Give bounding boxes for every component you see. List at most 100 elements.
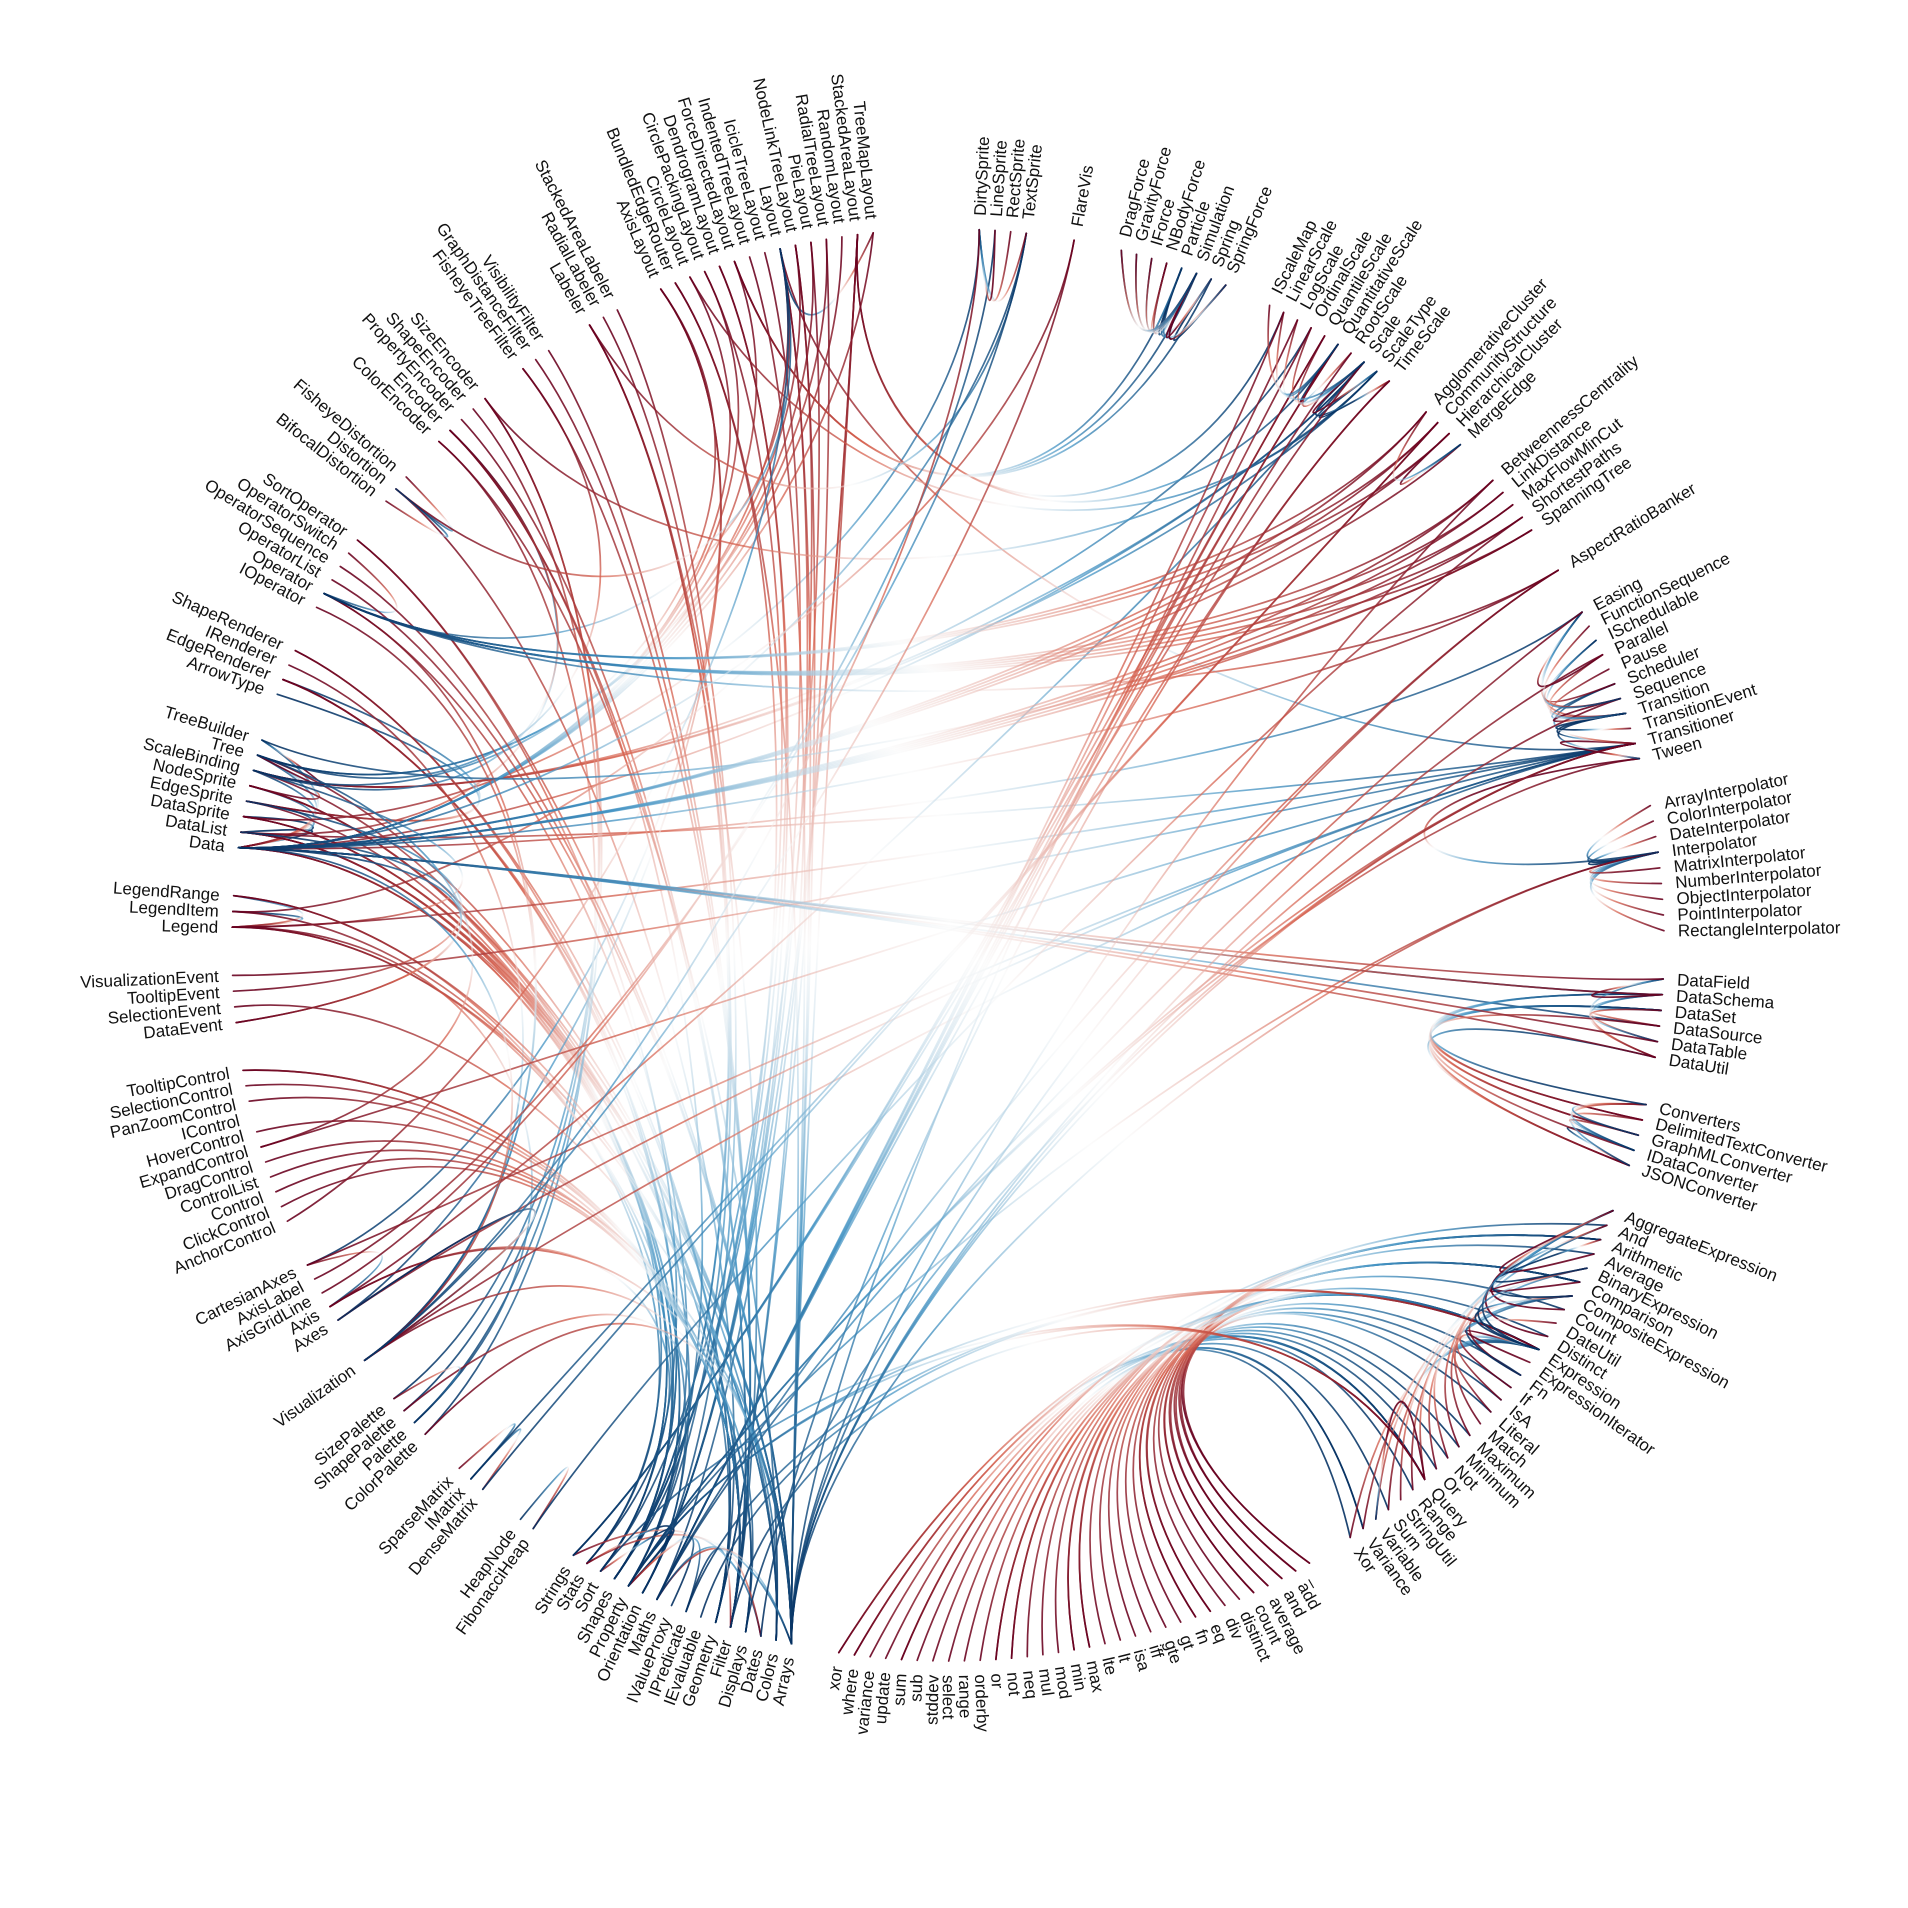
edge-ExpandControl-Tree [256,754,474,1148]
edge-Tween-Interpolator [1423,757,1659,866]
edge-DataEvent-Data [235,846,462,1024]
edge-FlareVis-Visualization [363,239,1075,1362]
node-label[interactable]: mod [1051,1665,1075,1701]
edge-Maximum-AggregateExpression [1450,1209,1614,1437]
edge-FisheyeTreeFilter-Filter [522,367,751,1629]
edge-EdgeSprite-EdgeRenderer [245,678,481,822]
edge-SortOperator-Sort [356,539,678,1572]
edge-Match-BinaryExpression [1454,1267,1588,1425]
edge-ShapePalette-Shapes [403,1313,692,1580]
edge-PanZoomControl-Displays [248,1096,752,1633]
edge-DataSource-Converters [1430,1014,1661,1106]
node-label[interactable]: neq [1019,1669,1041,1699]
edge-FisheyeDistortion-Distortion [395,476,454,532]
edge-LinearScale-Maths [656,311,1285,1601]
edge-SparseMatrix-IMatrix [458,1423,516,1480]
node-label[interactable]: LegendItem [129,898,220,921]
edge-Encoder-ScaleBinding [252,429,559,791]
node-label[interactable]: fn [1191,1627,1214,1647]
edge-DirtySprite-Visualization [363,228,981,1362]
edge-Or-CompositeExpression [1428,1295,1573,1470]
node-label[interactable]: range [955,1675,975,1719]
node-label[interactable]: gt [1176,1632,1199,1652]
node-label[interactable]: RectangleInterpolator [1678,918,1841,940]
edge-DataSet-DataTable [1589,1008,1662,1043]
edge-Legend-LegendRange [231,894,304,929]
node-label[interactable]: or [987,1673,1007,1690]
node-label[interactable]: stddev [922,1674,942,1725]
edge-AgglomerativeCluster-Operator [323,411,1427,659]
edge-QuantileScale-Strings [572,335,1326,1557]
edge-Visualization-Axes [337,1208,536,1362]
node-label[interactable]: min [1067,1662,1091,1692]
edge-FunctionSequence-Sequence [1542,625,1622,709]
edge-AxisGridLine-LineSprite [321,229,996,1294]
edge-ShapeEncoder-ShapePalette [403,408,600,1412]
edge-SizePalette-Palette [393,1365,461,1424]
node-label[interactable]: DataField [1677,971,1751,993]
edge-Data-Easing [237,611,1583,850]
node-label[interactable]: Data [188,832,227,856]
edge-Legend-Palette [231,926,533,1424]
edge-FisheyeTreeFilter-Tree [256,367,602,780]
node-label[interactable]: iff [1145,1643,1167,1661]
edge-EdgeSprite-Shapes [245,800,674,1580]
edge-OrdinalScale-Arrays [790,327,1312,1645]
node-label[interactable]: TreeBuilder [162,702,251,745]
edge-AgglomerativeCluster-MergeEdge [1392,411,1462,481]
node-label[interactable]: sum [889,1673,910,1706]
node-label[interactable]: LineSprite [987,140,1011,218]
edge-ControlList-Arrays [269,1149,793,1645]
edge-Sequence-Arrays [790,697,1622,1645]
edge-Distortion-Layout [395,248,792,578]
node-label[interactable]: FlareVis [1068,164,1098,228]
node-label[interactable]: sub [906,1674,926,1702]
edge-Layout-Transitioner [779,248,1636,751]
edge-FlareVis-Data [237,239,1075,849]
edge-StackedAreaLayout-LinearScale [856,233,1285,497]
edge-Visualization-Data [237,846,514,1362]
edge-DataSprite-Geometry [242,815,731,1624]
edge-RadialLabeler-Shapes [602,316,731,1580]
node-label[interactable]: not [1003,1671,1024,1697]
edge-ShortestPaths-Data [237,516,1524,849]
edge-Data-Property [237,846,681,1587]
edge-Data-TreeBuilder [237,739,319,849]
edge-Labeler-Property [588,324,732,1587]
edge-CircleLayout-ScaleType [689,276,1378,512]
edge-AgglomerativeCluster-Data [237,411,1427,849]
edge-MaxFlowMinCut-Operator [323,503,1514,675]
edge-IScaleMap-Scale [1267,304,1365,401]
edge-SortOperator-Arrays [356,539,793,1645]
edge-AnchorControl-Layout [286,248,790,1223]
node-label[interactable]: DirtySprite [971,136,993,216]
node-label[interactable]: xor [824,1665,846,1692]
edge-Range-And [1410,1224,1608,1491]
node-label[interactable]: select [939,1675,958,1720]
edge-ClickControl-Filter [280,1165,741,1629]
node-label[interactable]: lte [1098,1655,1120,1677]
node-label[interactable]: Legend [161,916,218,936]
edge-Filter-IPredicate [685,1547,732,1629]
edge-count-Expression [1163,1292,1540,1594]
edge-CommunityStructure-DenseMatrix [481,421,1439,1491]
edge-DelimitedTextConverter-DataSet [1429,1005,1662,1121]
node-label[interactable]: Visualization [271,1361,360,1432]
edge-ExpandControl-Transitioner [260,742,1636,1148]
node-label[interactable]: update [871,1671,894,1724]
edge-Labeler-TextSprite [588,232,1028,490]
node-label[interactable]: mul [1035,1667,1057,1697]
node-label[interactable]: GraphDistanceFilter [433,219,536,354]
edge-SizeEncoder-ScaleType [484,370,1378,560]
edge-BinaryExpression-Expression [1477,1267,1588,1351]
edge-GraphDistanceFilter-Filter [534,358,752,1629]
edge-FibonacciHeap-HeapNode [519,1466,569,1530]
edge-Visualization-Displays [363,1285,754,1633]
edge-DataTable-Data [237,846,1659,1043]
edge-Parallel-Transition [1547,653,1627,719]
edge-Visualization-Transitioner [363,742,1636,1362]
edge-DataSchema-Data [237,846,1664,996]
node-label[interactable]: orderby [971,1674,993,1733]
edge-range-Range [963,1338,1414,1662]
edge-JSONConverter-DataUtil [1427,1028,1656,1167]
